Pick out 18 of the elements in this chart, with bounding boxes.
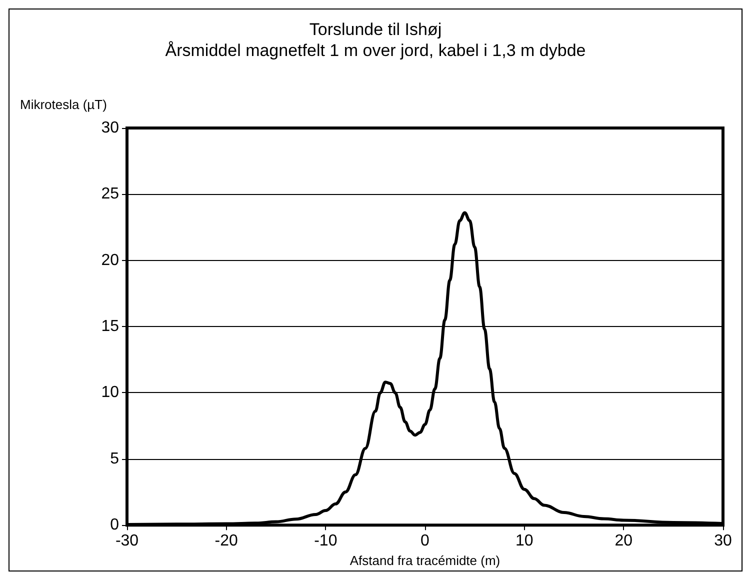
y-tick-label: 5 bbox=[110, 450, 120, 468]
y-axis-title: Mikrotesla (µT) bbox=[20, 97, 107, 112]
x-tick-label: 10 bbox=[515, 532, 534, 550]
y-tick-label: 25 bbox=[101, 186, 120, 203]
chart-title: Torslunde til Ishøj bbox=[309, 20, 442, 39]
y-tick-label: 0 bbox=[110, 516, 120, 534]
x-axis-title: Afstand fra tracémidte (m) bbox=[350, 553, 500, 568]
x-tick-label: -20 bbox=[214, 532, 238, 550]
x-tick-label: 20 bbox=[614, 532, 633, 550]
x-tick-label: 30 bbox=[714, 532, 732, 550]
x-tick-label: -10 bbox=[314, 532, 338, 550]
y-tick-label: 20 bbox=[101, 252, 120, 269]
chart-subtitle: Årsmiddel magnetfelt 1 m over jord, kabel i 1,3 m dybde bbox=[165, 41, 586, 60]
y-tick-label: 10 bbox=[101, 384, 120, 402]
y-tick-label: 15 bbox=[101, 318, 120, 336]
y-tick-label: 30 bbox=[101, 120, 120, 136]
x-tick-label: 0 bbox=[420, 532, 430, 550]
x-tick-label: -30 bbox=[115, 532, 139, 550]
